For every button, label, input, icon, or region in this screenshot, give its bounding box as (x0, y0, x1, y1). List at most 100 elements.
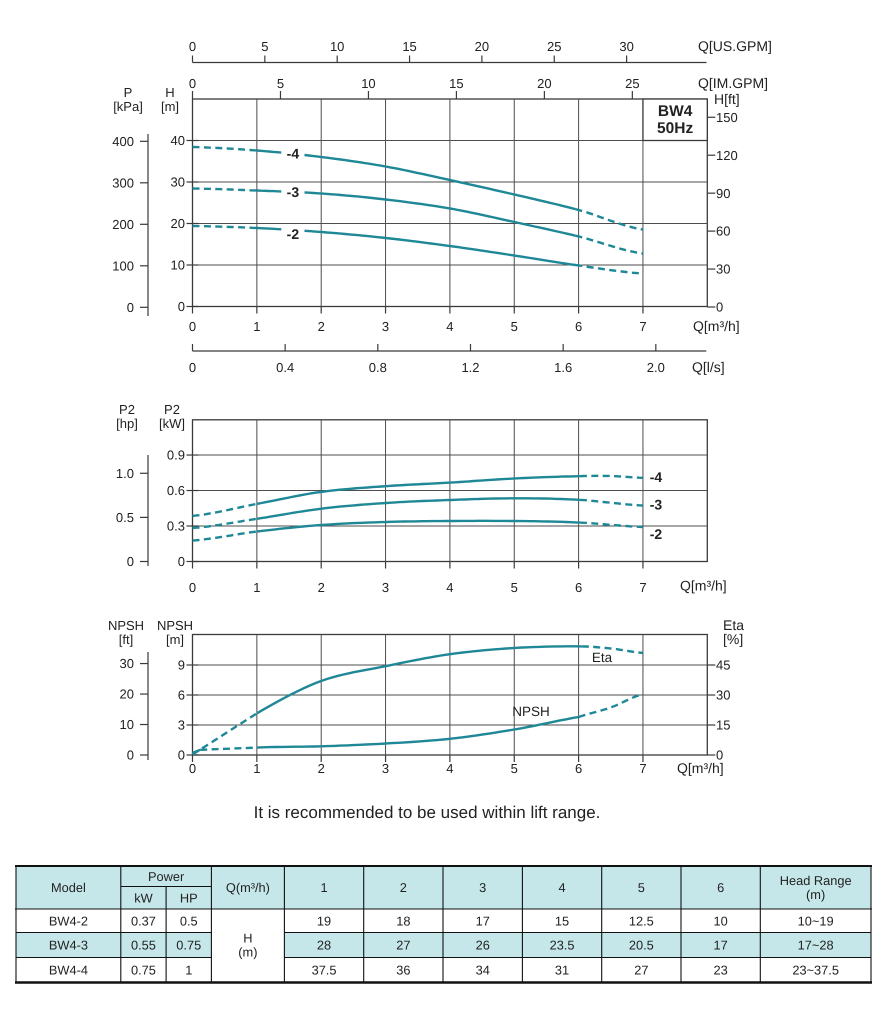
svg-text:-3: -3 (287, 184, 300, 200)
svg-text:20: 20 (171, 216, 185, 231)
svg-text:2: 2 (318, 580, 325, 595)
svg-text:23.5: 23.5 (550, 938, 575, 953)
svg-text:1: 1 (253, 319, 260, 334)
svg-text:0: 0 (178, 299, 185, 314)
svg-text:23~37.5: 23~37.5 (792, 963, 839, 978)
svg-text:3: 3 (479, 880, 486, 895)
svg-text:10~19: 10~19 (798, 913, 834, 928)
svg-text:17: 17 (714, 938, 728, 953)
svg-text:0.6: 0.6 (167, 483, 185, 498)
svg-text:19: 19 (317, 913, 331, 928)
svg-text:Q[l/s]: Q[l/s] (692, 359, 725, 375)
svg-text:37.5: 37.5 (312, 963, 337, 978)
svg-text:0: 0 (189, 360, 196, 375)
svg-text:It is recommended to be used w: It is recommended to be used within lift… (254, 803, 601, 822)
svg-text:25: 25 (547, 39, 561, 54)
svg-text:3: 3 (178, 718, 185, 733)
svg-text:200: 200 (112, 217, 134, 232)
svg-text:-2: -2 (650, 526, 663, 542)
svg-text:4: 4 (558, 880, 565, 895)
svg-text:0: 0 (189, 39, 196, 54)
svg-text:7: 7 (639, 580, 646, 595)
svg-text:31: 31 (555, 963, 569, 978)
svg-text:BW4-2: BW4-2 (49, 913, 88, 928)
svg-text:0: 0 (189, 761, 196, 776)
svg-text:0.8: 0.8 (369, 360, 387, 375)
svg-text:Q(m³/h): Q(m³/h) (226, 880, 270, 895)
svg-text:7: 7 (639, 319, 646, 334)
svg-text:H[ft]: H[ft] (714, 91, 740, 107)
svg-text:BW4-4: BW4-4 (49, 963, 88, 978)
svg-text:20: 20 (120, 687, 134, 702)
svg-text:10: 10 (361, 76, 375, 91)
svg-text:[kW]: [kW] (159, 416, 185, 431)
svg-text:BW4: BW4 (658, 103, 693, 120)
svg-text:30: 30 (716, 262, 730, 277)
svg-text:1.2: 1.2 (461, 360, 479, 375)
svg-text:15: 15 (449, 76, 463, 91)
svg-text:36: 36 (396, 963, 410, 978)
svg-text:0: 0 (716, 748, 723, 763)
svg-text:30: 30 (171, 175, 185, 190)
svg-text:18: 18 (396, 913, 410, 928)
svg-text:2.0: 2.0 (647, 360, 665, 375)
svg-text:P: P (124, 85, 133, 100)
svg-text:Eta: Eta (592, 650, 613, 665)
svg-text:0: 0 (189, 76, 196, 91)
svg-text:NPSH: NPSH (108, 618, 144, 633)
svg-text:100: 100 (112, 258, 134, 273)
svg-text:15: 15 (555, 913, 569, 928)
svg-text:50Hz: 50Hz (657, 120, 693, 137)
svg-text:0: 0 (127, 554, 134, 569)
svg-text:kW: kW (134, 890, 153, 905)
svg-text:[%]: [%] (723, 631, 743, 647)
svg-text:P2: P2 (119, 402, 135, 417)
svg-text:12.5: 12.5 (629, 913, 654, 928)
svg-text:1.0: 1.0 (116, 466, 134, 481)
svg-text:0.5: 0.5 (116, 510, 134, 525)
svg-text:2: 2 (318, 761, 325, 776)
svg-text:0.75: 0.75 (176, 938, 201, 953)
svg-text:1.6: 1.6 (554, 360, 572, 375)
svg-text:10: 10 (330, 39, 344, 54)
svg-text:120: 120 (716, 148, 738, 163)
svg-text:6: 6 (575, 761, 582, 776)
svg-text:(m): (m) (806, 887, 825, 902)
svg-text:(m): (m) (238, 945, 257, 960)
svg-text:0: 0 (127, 748, 134, 763)
svg-text:[ft]: [ft] (119, 632, 133, 647)
svg-text:90: 90 (716, 186, 730, 201)
svg-text:25: 25 (625, 76, 639, 91)
svg-text:9: 9 (178, 658, 185, 673)
svg-text:6: 6 (575, 580, 582, 595)
svg-text:10: 10 (120, 717, 134, 732)
svg-text:NPSH: NPSH (512, 704, 550, 719)
svg-text:Model: Model (51, 880, 86, 895)
svg-text:2: 2 (318, 319, 325, 334)
svg-text:H: H (165, 85, 174, 100)
svg-text:6: 6 (178, 688, 185, 703)
svg-text:HP: HP (180, 890, 198, 905)
svg-text:0: 0 (178, 554, 185, 569)
svg-text:0: 0 (189, 319, 196, 334)
svg-text:2: 2 (400, 880, 407, 895)
svg-text:23: 23 (714, 963, 728, 978)
svg-text:0.55: 0.55 (131, 938, 156, 953)
svg-text:0: 0 (189, 580, 196, 595)
svg-text:5: 5 (277, 76, 284, 91)
svg-text:Q[m³/h]: Q[m³/h] (680, 578, 727, 594)
svg-text:5: 5 (511, 319, 518, 334)
svg-text:-2: -2 (287, 226, 300, 242)
svg-text:45: 45 (716, 658, 730, 673)
svg-text:40: 40 (171, 133, 185, 148)
svg-text:30: 30 (120, 656, 134, 671)
svg-text:1: 1 (253, 580, 260, 595)
svg-text:0: 0 (127, 300, 134, 315)
svg-text:[hp]: [hp] (116, 416, 138, 431)
svg-text:3: 3 (382, 761, 389, 776)
svg-text:20.5: 20.5 (629, 938, 654, 953)
svg-text:10: 10 (714, 913, 728, 928)
svg-text:P2: P2 (164, 402, 180, 417)
svg-text:400: 400 (112, 134, 134, 149)
svg-text:1: 1 (253, 761, 260, 776)
